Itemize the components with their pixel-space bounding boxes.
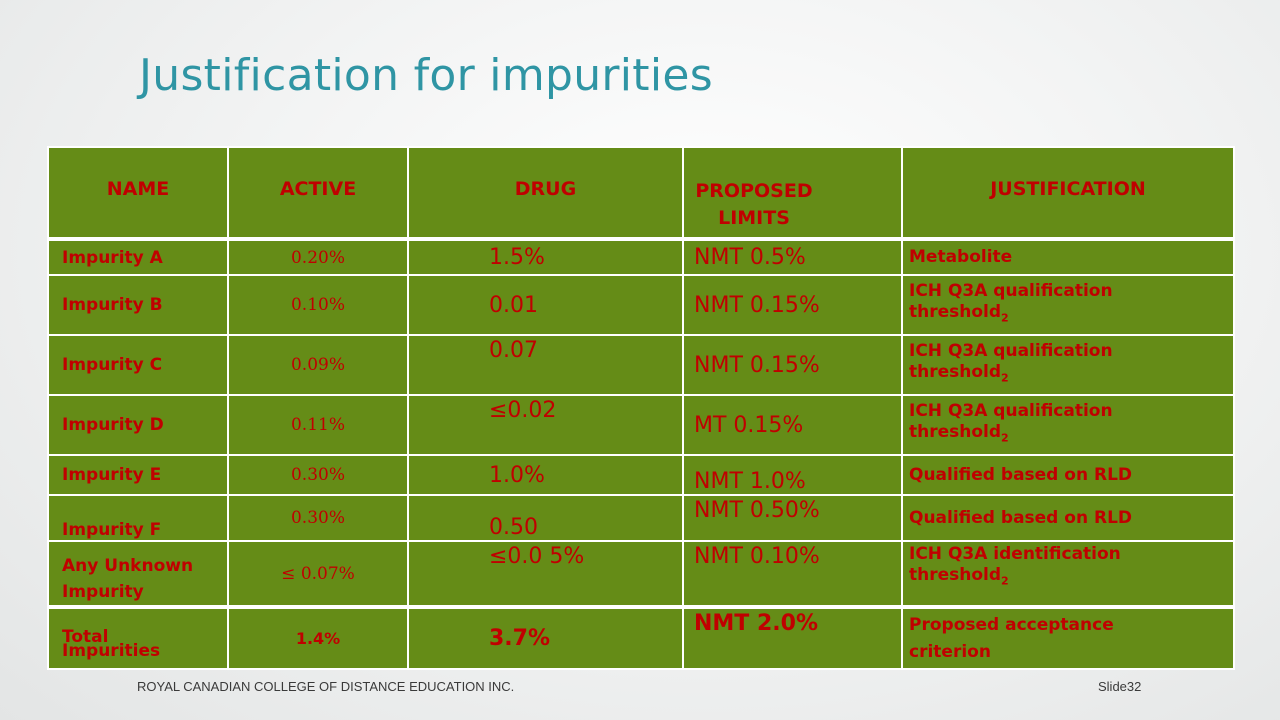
cell-justification: ICH Q3A identification threshold2 xyxy=(901,540,1235,608)
cell-limit: NMT 0.15% xyxy=(682,334,903,396)
table-row: Impurity A 0.20% 1.5% NMT 0.5% Metabolit… xyxy=(47,237,1235,276)
cell-drug: 0.07 xyxy=(407,334,684,396)
cell-limit: MT 0.15% xyxy=(682,394,903,456)
cell-justification: ICH Q3A qualification threshold2 xyxy=(901,394,1235,456)
cell-drug: ≤0.02 xyxy=(407,394,684,456)
cell-drug: 0.50 xyxy=(407,494,684,542)
cell-name: Impurity A xyxy=(47,237,229,276)
cell-justification: Qualified based on RLD xyxy=(901,454,1235,496)
cell-name: Any Unknown Impurity xyxy=(47,540,229,608)
cell-drug: ≤0.0 5% xyxy=(407,540,684,608)
cell-active: ≤ 0.07% xyxy=(227,540,409,608)
cell-limit: NMT 0.5% xyxy=(682,237,903,276)
cell-name: Impurity E xyxy=(47,454,229,496)
cell-limit: NMT 2.0% xyxy=(682,605,903,670)
header-justification: JUSTIFICATION xyxy=(901,146,1235,240)
cell-justification: Qualified based on RLD xyxy=(901,494,1235,542)
cell-drug: 1.5% xyxy=(407,237,684,276)
table-row: Any Unknown Impurity ≤ 0.07% ≤0.0 5% NMT… xyxy=(47,540,1235,608)
cell-limit: NMT 1.0% xyxy=(682,454,903,496)
cell-justification: ICH Q3A qualification threshold2 xyxy=(901,334,1235,396)
cell-drug: 0.01 xyxy=(407,274,684,336)
cell-name: Impurity D xyxy=(47,394,229,456)
cell-limit: NMT 0.15% xyxy=(682,274,903,336)
cell-limit: NMT 0.10% xyxy=(682,540,903,608)
slide-title: Justification for impurities xyxy=(139,50,713,101)
cell-active: 0.10% xyxy=(227,274,409,336)
table-row: Total Impurities 1.4% 3.7% NMT 2.0% Prop… xyxy=(47,605,1235,670)
cell-name: Impurity C xyxy=(47,334,229,396)
cell-name: Impurity B xyxy=(47,274,229,336)
table-row: Impurity C 0.09% 0.07 NMT 0.15% ICH Q3A … xyxy=(47,334,1235,396)
cell-name: Impurity F xyxy=(47,494,229,542)
impurities-table: NAME ACTIVE DRUG PROPOSED LIMITS JUSTIFI… xyxy=(47,146,1235,670)
header-name: NAME xyxy=(47,146,229,240)
cell-justification: Metabolite xyxy=(901,237,1235,276)
cell-drug: 3.7% xyxy=(407,605,684,670)
cell-justification: Proposed acceptance criterion xyxy=(901,605,1235,670)
header-drug: DRUG xyxy=(407,146,684,240)
footer-organization: ROYAL CANADIAN COLLEGE OF DISTANCE EDUCA… xyxy=(137,679,515,694)
cell-active: 0.30% xyxy=(227,494,409,542)
cell-drug: 1.0% xyxy=(407,454,684,496)
cell-active: 0.09% xyxy=(227,334,409,396)
table-row: Impurity B 0.10% 0.01 NMT 0.15% ICH Q3A … xyxy=(47,274,1235,336)
footer-slide-number: Slide32 xyxy=(1098,679,1142,694)
cell-name: Total Impurities xyxy=(47,605,229,670)
cell-active: 0.30% xyxy=(227,454,409,496)
cell-active: 0.11% xyxy=(227,394,409,456)
cell-active: 0.20% xyxy=(227,237,409,276)
table-row: Impurity E 0.30% 1.0% NMT 1.0% Qualified… xyxy=(47,454,1235,496)
header-proposed-limits: PROPOSED LIMITS xyxy=(682,146,903,240)
header-active: ACTIVE xyxy=(227,146,409,240)
table-header-row: NAME ACTIVE DRUG PROPOSED LIMITS JUSTIFI… xyxy=(47,146,1235,240)
table-row: Impurity D 0.11% ≤0.02 MT 0.15% ICH Q3A … xyxy=(47,394,1235,456)
cell-justification: ICH Q3A qualification threshold2 xyxy=(901,274,1235,336)
cell-active: 1.4% xyxy=(227,605,409,670)
table-row: Impurity F 0.30% 0.50 NMT 0.50% Qualifie… xyxy=(47,494,1235,542)
cell-limit: NMT 0.50% xyxy=(682,494,903,542)
